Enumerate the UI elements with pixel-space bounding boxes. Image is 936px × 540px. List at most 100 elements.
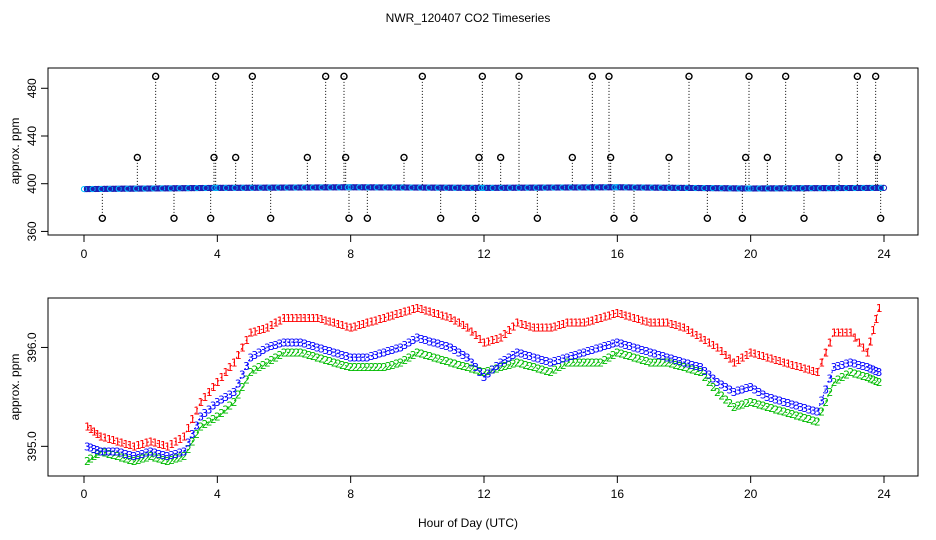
top-spike-point [266,214,275,223]
top-baseline-point [234,184,241,191]
top-baseline-point [182,185,189,192]
bottom-series-marker-3: 3 [156,448,163,461]
bottom-series-marker-2: 2 [164,455,171,468]
bottom-series-marker-1: 1 [464,322,471,335]
bottom-series-marker-1: 1 [87,423,94,436]
top-x-tick-label: 24 [877,247,891,261]
top-baseline-point [127,185,134,192]
bottom-series-marker-3: 3 [793,400,800,413]
top-baseline-point [193,184,201,192]
top-spike-point [610,214,618,223]
top-baseline-point [680,184,688,191]
bottom-series-marker-2: 2 [177,451,184,464]
top-spike-point [436,214,445,223]
top-baseline-point [793,185,801,192]
top-baseline-point [205,184,212,192]
bottom-series-marker-3: 3 [214,396,221,409]
bottom-series-marker-2: 2 [589,356,596,369]
top-baseline-point [866,184,873,192]
bottom-series-marker-3: 3 [143,447,150,460]
bottom-series-marker-2: 2 [339,359,346,372]
bottom-series-marker-2: 2 [414,346,421,359]
bottom-series-marker-1: 1 [560,318,567,331]
bottom-series-marker-3: 3 [197,411,204,424]
bottom-series-marker-3: 3 [218,393,225,406]
bottom-series-marker-1: 1 [385,311,392,324]
bottom-series-marker-1: 1 [564,317,571,330]
top-spike-point [533,214,542,223]
top-baseline-point [434,184,441,191]
bottom-series-marker-2: 2 [106,448,113,461]
bottom-series-marker-2: 2 [814,416,821,429]
top-baseline-point [512,184,519,191]
bottom-series-marker-3: 3 [772,393,779,406]
bottom-series-marker-2: 2 [677,360,684,373]
x-axis-title: Hour of Day (UTC) [418,516,518,530]
bottom-series-marker-2: 2 [210,413,217,426]
bottom-series-marker-1: 1 [697,332,704,345]
bottom-series-marker-2: 2 [643,355,650,368]
bottom-series-marker-1: 1 [860,341,867,354]
bottom-series-marker-3: 3 [706,369,713,382]
bottom-series-marker-2: 2 [697,366,704,379]
bottom-series-marker-3: 3 [172,448,179,461]
top-baseline-point [202,184,209,192]
top-baseline-point [289,184,296,191]
top-baseline-point [304,184,311,191]
bottom-series-marker-2: 2 [331,356,338,369]
bottom-series-marker-1: 1 [718,345,725,358]
bottom-series-marker-3: 3 [652,348,659,361]
bottom-series-marker-1: 1 [331,317,338,330]
bottom-series-marker-3: 3 [272,339,279,352]
top-baseline-point [428,184,435,191]
bottom-series-marker-1: 1 [352,320,359,333]
bottom-series-marker-1: 1 [381,312,388,325]
bottom-series-marker-1: 1 [689,327,696,340]
bottom-series-marker-2: 2 [702,371,709,384]
bottom-series-marker-1: 1 [547,322,554,335]
bottom-series-marker-2: 2 [835,374,842,387]
bottom-series-marker-3: 3 [514,346,521,359]
bottom-series-marker-3: 3 [831,361,838,374]
bottom-series-marker-1: 1 [810,365,817,378]
bottom-series-marker-3: 3 [702,365,709,378]
top-baseline-point [791,185,798,192]
top-baseline-point [133,185,140,192]
bottom-series-marker-2: 2 [456,359,463,372]
bottom-series-marker-1: 1 [577,317,584,330]
bottom-series-marker-3: 3 [189,428,196,441]
bottom-series-marker-3: 3 [639,344,646,357]
bottom-series-marker-2: 2 [631,351,638,364]
bottom-series-marker-2: 2 [235,388,242,401]
bottom-series-marker-1: 1 [431,307,438,320]
bottom-y-axis-label: approx. ppm [8,354,22,421]
top-baseline-point [164,185,172,192]
top-baseline-point [196,184,204,192]
top-baseline-point [620,184,627,191]
top-baseline-point [730,185,737,192]
top-baseline-point [828,185,835,192]
bottom-series-marker-2: 2 [839,371,846,384]
top-baseline-point [449,184,456,191]
top-baseline-point [564,184,572,191]
top-baseline-point [454,184,462,191]
bottom-series-marker-2: 2 [285,346,292,359]
top-baseline-point [779,185,786,192]
top-x-tick-label: 12 [477,247,491,261]
bottom-series-marker-3: 3 [297,337,304,350]
bottom-series-marker-2: 2 [206,416,213,429]
bottom-series-marker-1: 1 [422,304,429,317]
bottom-series-marker-3: 3 [477,366,484,379]
bottom-series-marker-2: 2 [289,346,296,359]
bottom-series-marker-1: 1 [543,322,550,335]
bottom-series-marker-1: 1 [643,315,650,328]
top-baseline-point [701,184,708,192]
bottom-series-marker-2: 2 [535,362,542,375]
bottom-series-marker-3: 3 [668,353,675,366]
bottom-series-marker-1: 1 [118,437,125,450]
bottom-series-marker-2: 2 [306,349,313,362]
bottom-series-marker-2: 2 [668,358,675,371]
bottom-series-marker-3: 3 [381,346,388,359]
bottom-series-marker-3: 3 [364,351,371,364]
top-baseline-point [663,184,670,191]
